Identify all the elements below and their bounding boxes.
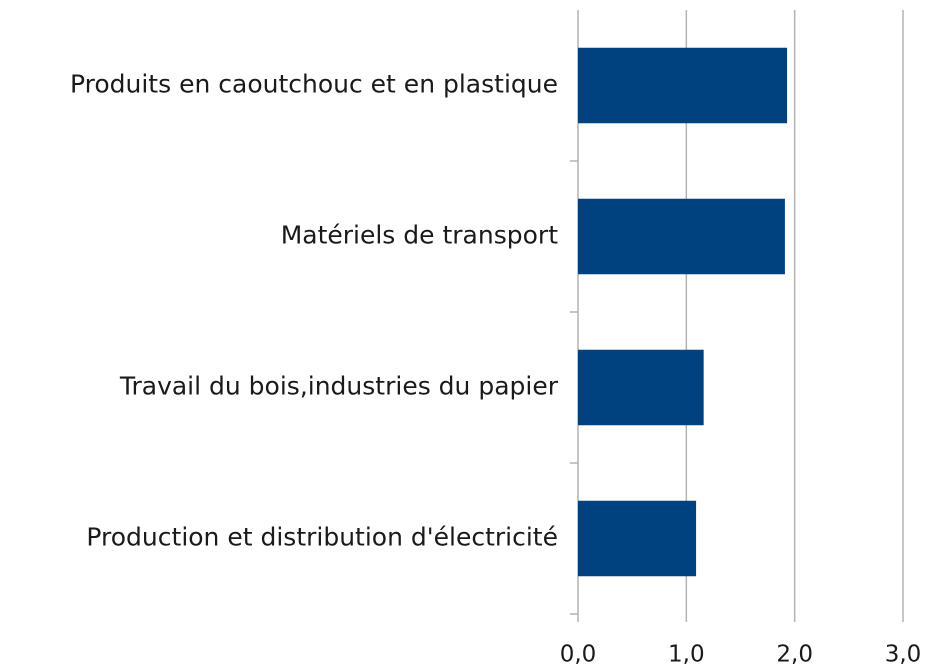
bar — [578, 198, 785, 275]
y-tick-label: Produits en caoutchouc et en plastique — [70, 70, 558, 99]
x-tick-label: 1,0 — [668, 642, 705, 665]
y-tick-label: Matériels de transport — [281, 221, 559, 250]
bar — [578, 500, 697, 577]
x-tick-label: 0,0 — [560, 642, 597, 665]
x-axis: 0,0 1,0 2,0 3,0 — [560, 642, 922, 665]
bar — [578, 349, 704, 426]
y-tick-label: Production et distribution d'électricité — [86, 523, 558, 552]
x-tick-label: 2,0 — [776, 642, 813, 665]
x-tick-label: 3,0 — [885, 642, 922, 665]
bar — [578, 47, 788, 124]
y-tick-label: Travail du bois,industries du papier — [119, 372, 559, 401]
